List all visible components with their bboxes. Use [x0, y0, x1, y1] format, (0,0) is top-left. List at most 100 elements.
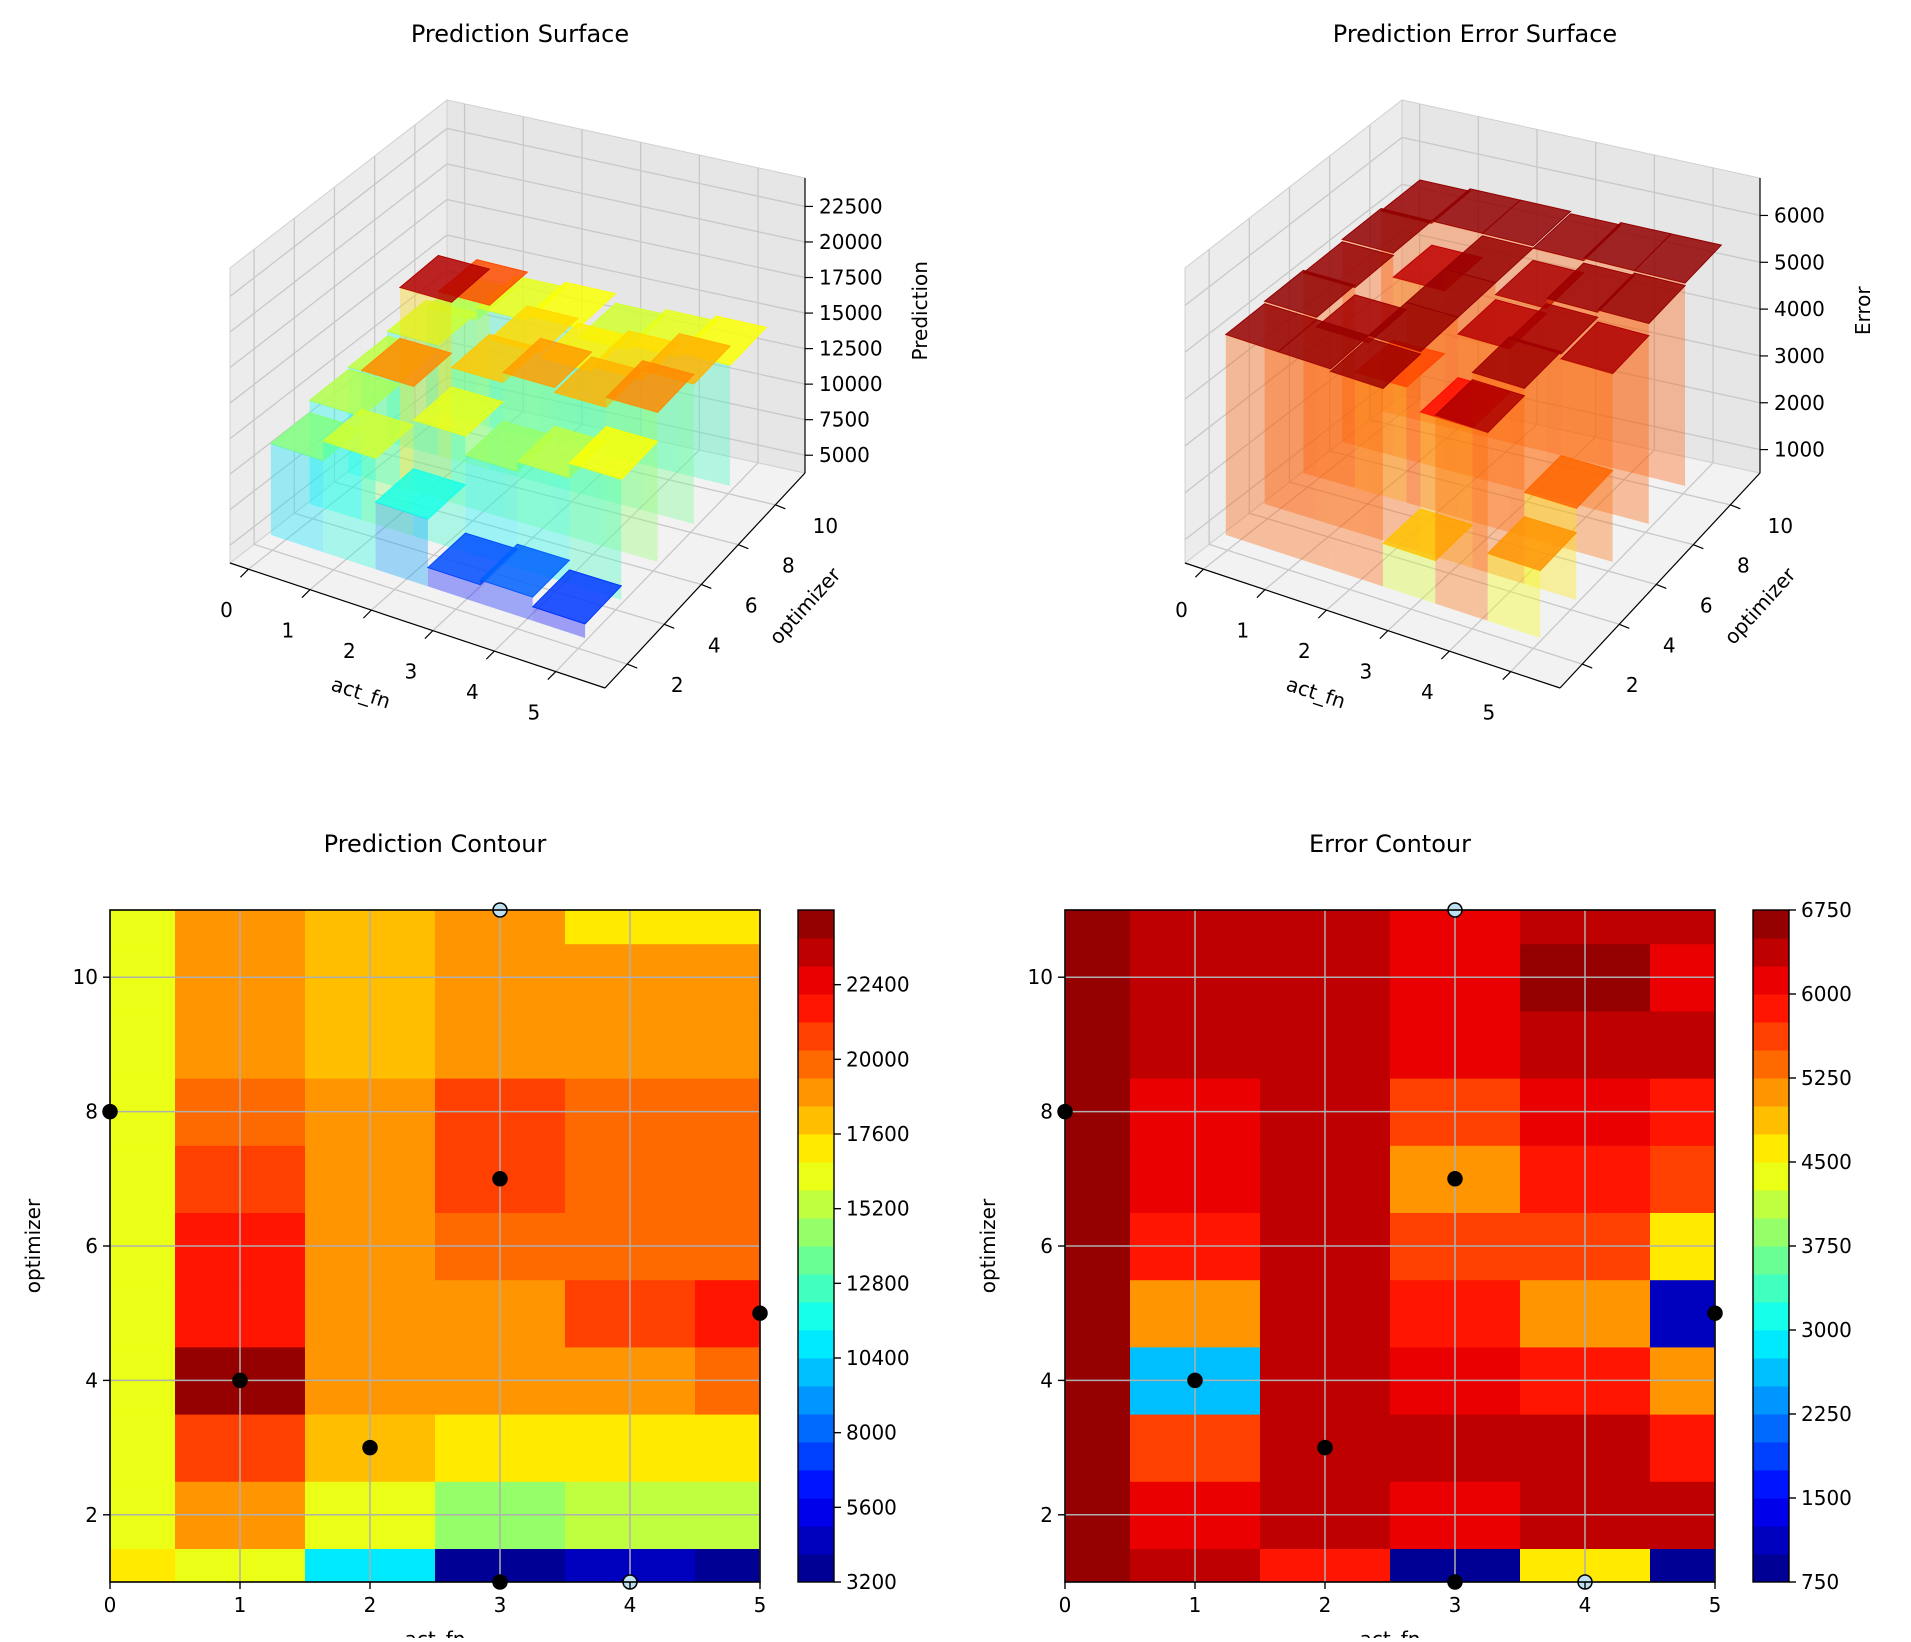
- x-tick-label: 2: [1319, 1593, 1332, 1617]
- surface-patch: [1633, 233, 1723, 284]
- colorbar-segment: [798, 1554, 834, 1583]
- surface-wall: [1634, 270, 1686, 486]
- surface-patch: [1486, 516, 1578, 572]
- surface-patch: [374, 468, 467, 520]
- contour-cell: [695, 1145, 760, 1213]
- surface-patch: [1381, 508, 1474, 562]
- contour-cell: [1065, 910, 1131, 945]
- contour-cell: [1065, 1548, 1131, 1582]
- x-tick: [424, 630, 434, 640]
- colorbar-segment: [798, 910, 834, 939]
- grid-line-y: [253, 543, 628, 665]
- colorbar-segment: [798, 1442, 834, 1471]
- contour-cell: [110, 910, 176, 945]
- y-tick: [626, 663, 638, 669]
- colorbar-tick-label: 3000: [1801, 1318, 1852, 1342]
- x-tick-label: 0: [104, 1593, 117, 1617]
- y-tick-label: 6: [1040, 1234, 1053, 1258]
- z-tick-label: 7500: [819, 408, 870, 432]
- contour-cell: [110, 1414, 176, 1482]
- colorbar-segment: [798, 1386, 834, 1415]
- surface-patch: [1481, 199, 1572, 247]
- colorbar-segment: [1753, 1386, 1789, 1415]
- colorbar-tick-label: 15200: [846, 1197, 910, 1221]
- surface-patch: [1329, 337, 1422, 390]
- z-axis-label: Error: [1851, 286, 1875, 336]
- surface-patch: [479, 543, 571, 598]
- x-tick-label: 1: [234, 1593, 247, 1617]
- surface-patch: [360, 337, 453, 388]
- colorbar-segment: [1753, 1050, 1789, 1079]
- x-axis-line: [1184, 562, 1561, 689]
- x-tick: [1502, 671, 1512, 681]
- surface-wall: [270, 443, 324, 553]
- colorbar-segment: [1753, 1554, 1789, 1583]
- grid-line-z: [1401, 136, 1761, 217]
- grid-line-z: [446, 376, 806, 456]
- x-tick-label: 5: [1482, 701, 1495, 725]
- x-tick-label: 2: [1298, 639, 1311, 663]
- grid-line-y: [374, 450, 739, 546]
- y-tick-label: 6: [745, 593, 758, 617]
- x-tick-label: 2: [364, 1593, 377, 1617]
- surface-wall: [1382, 543, 1436, 604]
- colorbar-tick-label: 8000: [846, 1421, 897, 1445]
- colorbar-segment: [1753, 1330, 1789, 1359]
- surface-patch: [398, 254, 491, 303]
- colorbar-segment: [1753, 1358, 1789, 1387]
- surface-wall: [1435, 415, 1488, 621]
- x-tick: [547, 671, 557, 681]
- colorbar-segment: [798, 1246, 834, 1275]
- grid-line-y: [1369, 419, 1731, 506]
- y-tick-label: 2: [85, 1503, 98, 1527]
- surface-wall: [679, 352, 731, 486]
- colorbar-segment: [1753, 938, 1789, 967]
- error-contour-panel: Error Contour 0 1 2 3 4 5 act_fn 2 4 6 8 10 optimizer…: [955, 800, 1911, 1642]
- surface-patch: [1596, 272, 1687, 325]
- colorbar-tick-label: 2250: [1801, 1402, 1852, 1426]
- grid-line-x: [555, 462, 759, 673]
- x-tick: [1256, 589, 1266, 599]
- colorbar-segment: [798, 1274, 834, 1303]
- x-tick-label: 2: [343, 639, 356, 663]
- grid-line-z: [446, 234, 806, 314]
- x-axis-line: [229, 562, 606, 689]
- colorbar-tick-label: 20000: [846, 1047, 910, 1071]
- colorbar-segment: [798, 1134, 834, 1163]
- contour-cell: [1065, 1010, 1131, 1079]
- colorbar-segment: [1753, 966, 1789, 995]
- grid-line-z: [446, 198, 806, 279]
- surface-patch: [1532, 213, 1622, 262]
- colorbar-segment: [798, 1106, 834, 1135]
- grid-line-x: [1510, 462, 1714, 673]
- colorbar-segment: [1753, 1190, 1789, 1219]
- x-axis-label: act_fn: [1360, 1627, 1421, 1638]
- colorbar-segment: [1753, 1470, 1789, 1499]
- contour-cell: [1650, 1010, 1715, 1079]
- data-point: [1317, 1439, 1333, 1456]
- contour-cell: [110, 1145, 176, 1213]
- x-tick-label: 4: [1421, 680, 1434, 704]
- surface-patch: [1302, 241, 1395, 289]
- z-tick-label: 5000: [1774, 250, 1825, 274]
- x-tick-label: 1: [1237, 619, 1250, 643]
- y-tick-label: 10: [813, 514, 838, 538]
- y-tick-label: 10: [1028, 965, 1053, 989]
- colorbar-segment: [798, 1162, 834, 1191]
- prediction-surface-panel: Prediction Surface 0 1 2 3 4 5 act_fn 2 4 6 8 10 opti…: [0, 0, 955, 780]
- colorbar-tick-label: 3200: [846, 1570, 897, 1594]
- grid-line-z: [229, 199, 448, 369]
- z-axis-label: Prediction: [908, 261, 932, 360]
- surface-patch: [1523, 455, 1614, 510]
- contour-cell: [695, 910, 760, 945]
- y-axis-label: optimizer: [21, 1198, 45, 1293]
- colorbar-segment: [798, 1414, 834, 1443]
- colorbar-segment: [798, 1358, 834, 1387]
- z-tick-label: 2000: [1774, 391, 1825, 415]
- grid-line-z: [229, 234, 448, 404]
- surface-wall: [323, 441, 376, 570]
- data-point: [1447, 1171, 1463, 1187]
- contour-cells: [1065, 910, 1715, 1582]
- y-tick: [775, 504, 786, 510]
- contour-cell: [695, 1548, 760, 1582]
